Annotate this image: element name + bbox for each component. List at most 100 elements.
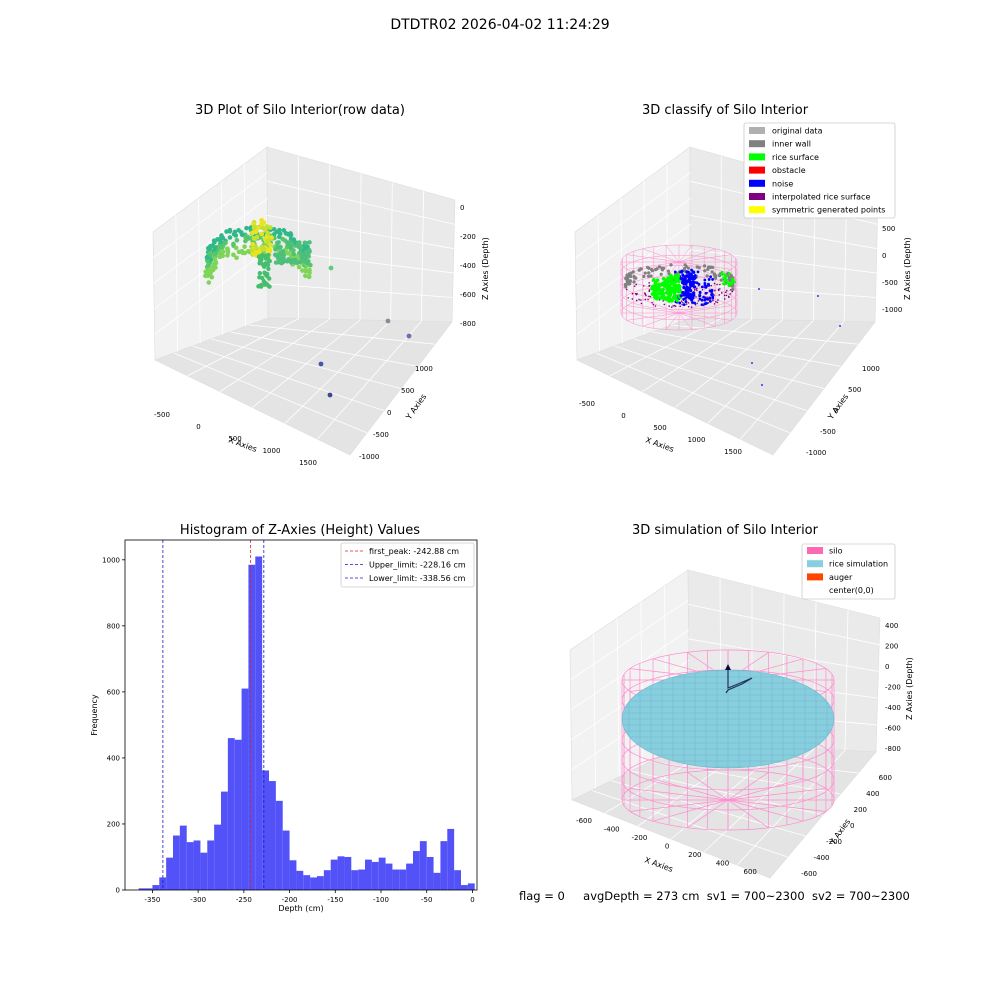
p4-z-tick: 400	[885, 622, 898, 630]
rice-surface-point	[724, 274, 728, 278]
interpolated-point	[640, 302, 643, 305]
rice-surface-point	[650, 285, 655, 290]
p2-x-tick: -500	[579, 400, 595, 408]
histogram-x-tick: 0	[470, 896, 474, 904]
raw-point	[243, 235, 249, 241]
inner-wall-point	[702, 264, 707, 268]
p4-y-tick: -600	[801, 870, 817, 878]
silo-line	[727, 799, 826, 812]
raw-point	[259, 221, 265, 227]
raw-outlier-point	[318, 361, 324, 367]
interpolated-point	[717, 289, 720, 292]
interpolated-point	[648, 284, 651, 287]
raw-point	[297, 240, 302, 245]
p4-legend: silo rice simulation auger center(0,0)	[801, 543, 896, 600]
raw-point	[293, 257, 298, 263]
histogram-x-tick: -100	[373, 896, 389, 904]
histogram-y-tick: 800	[107, 622, 120, 630]
p2-y-tick: 1000	[862, 365, 880, 373]
rice-surface-point	[677, 285, 682, 289]
p1-z-tick: 0	[460, 204, 464, 212]
legend-label: Lower_limit: -338.56 cm	[369, 574, 466, 583]
raw-point	[212, 251, 218, 256]
p1-zlabel: Z Axies (Depth)	[481, 237, 490, 300]
interpolated-point	[697, 300, 700, 302]
histogram-x-tick: -250	[236, 896, 252, 904]
rice-surface-point	[651, 278, 656, 282]
interpolated-point	[645, 294, 647, 297]
noise-point	[708, 299, 712, 303]
raw-point	[265, 238, 271, 244]
interpolated-point	[644, 293, 646, 295]
raw-point	[298, 259, 303, 265]
raw-point	[208, 244, 213, 249]
rice-surface-point	[669, 276, 673, 280]
silo-line	[678, 312, 693, 330]
legend-label: symmetric generated points	[772, 206, 885, 215]
p4-xlabel: X Axies	[643, 855, 674, 874]
p2-y-tick: 500	[848, 386, 861, 394]
noise-point	[684, 300, 688, 304]
histogram-bar	[371, 861, 379, 890]
noise-point	[692, 277, 696, 281]
noise-point	[698, 294, 702, 298]
noise-point	[710, 289, 714, 293]
legend-label: obstacle	[772, 166, 806, 175]
interpolated-point	[719, 283, 721, 286]
raw-point	[234, 255, 239, 261]
noise-point	[684, 282, 688, 286]
raw-point	[298, 244, 304, 249]
raw-point	[265, 274, 270, 279]
silo-line	[642, 299, 680, 314]
raw-point	[231, 252, 236, 258]
inner-wall-point	[709, 265, 713, 269]
inner-wall-point	[703, 269, 707, 273]
p2-y-tick: -1000	[806, 449, 826, 457]
noise-point	[682, 297, 686, 301]
interpolated-point	[690, 306, 693, 308]
auger-marker	[725, 664, 731, 670]
histogram-bar	[454, 870, 461, 890]
rice-surface-point	[655, 278, 660, 282]
raw-point	[272, 252, 278, 257]
raw-point	[259, 244, 264, 250]
histogram-bar	[399, 869, 407, 890]
raw-point	[265, 247, 270, 252]
silo-line	[678, 254, 732, 263]
raw-point	[264, 282, 270, 287]
rice-surface-point	[654, 287, 658, 291]
p4-y-tick: 200	[854, 806, 867, 814]
inner-wall-point	[624, 276, 628, 281]
plot1-title: 3D Plot of Silo Interior(row data)	[195, 103, 405, 118]
raw-point	[249, 247, 255, 253]
legend-label: silo	[829, 547, 843, 556]
raw-point	[264, 224, 270, 229]
raw-point	[303, 273, 308, 279]
noise-outlier-point	[758, 288, 760, 290]
interpolated-point	[696, 287, 698, 289]
legend-swatch	[749, 166, 765, 174]
inner-wall-point	[657, 265, 662, 269]
interpolated-point	[681, 303, 683, 306]
raw-point	[203, 269, 208, 275]
silo-line	[652, 778, 729, 801]
raw-point	[308, 262, 313, 268]
silo-line	[626, 261, 680, 270]
interpolated-point	[720, 291, 723, 294]
rice-surface-point	[653, 281, 658, 285]
p4-z-tick: -200	[885, 684, 901, 692]
silo-line	[727, 778, 804, 801]
silo-line	[727, 799, 769, 829]
raw-point	[273, 247, 278, 252]
p1-z-tick: -200	[460, 233, 476, 241]
noise-point	[703, 278, 707, 282]
interpolated-point	[701, 288, 704, 291]
status-line: flag = 0 avgDepth = 273 cm sv1 = 700~230…	[519, 889, 910, 903]
interpolated-point	[633, 285, 636, 287]
raw-point	[224, 229, 229, 234]
interpolated-point	[696, 289, 698, 292]
interpolated-point	[723, 294, 726, 297]
inner-wall-point	[633, 276, 637, 280]
interpolated-point	[723, 298, 726, 300]
legend-label: auger	[829, 573, 853, 582]
